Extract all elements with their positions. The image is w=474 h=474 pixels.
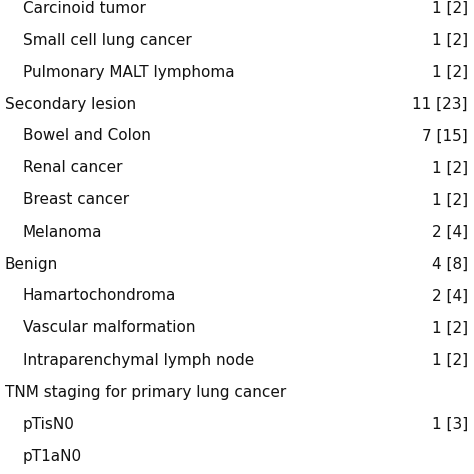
Text: Intraparenchymal lymph node: Intraparenchymal lymph node [23, 353, 254, 367]
Text: Breast cancer: Breast cancer [23, 192, 129, 208]
Text: TNM staging for primary lung cancer: TNM staging for primary lung cancer [5, 384, 286, 400]
Text: 1 [2]: 1 [2] [432, 161, 468, 175]
Text: 2 [4]: 2 [4] [432, 289, 468, 303]
Text: 7 [15]: 7 [15] [422, 128, 468, 144]
Text: pTisN0: pTisN0 [23, 417, 75, 431]
Text: Vascular malformation: Vascular malformation [23, 320, 195, 336]
Text: pT1aN0: pT1aN0 [23, 448, 82, 464]
Text: 1 [3]: 1 [3] [432, 417, 468, 431]
Text: Carcinoid tumor: Carcinoid tumor [23, 0, 146, 16]
Text: 1 [2]: 1 [2] [432, 64, 468, 80]
Text: 1 [2]: 1 [2] [432, 192, 468, 208]
Text: Small cell lung cancer: Small cell lung cancer [23, 33, 192, 47]
Text: Hamartochondroma: Hamartochondroma [23, 289, 176, 303]
Text: Bowel and Colon: Bowel and Colon [23, 128, 151, 144]
Text: 4 [8]: 4 [8] [432, 256, 468, 272]
Text: 1 [2]: 1 [2] [432, 320, 468, 336]
Text: 1 [2]: 1 [2] [432, 33, 468, 47]
Text: 1 [2]: 1 [2] [432, 0, 468, 16]
Text: Secondary lesion: Secondary lesion [5, 97, 136, 111]
Text: Pulmonary MALT lymphoma: Pulmonary MALT lymphoma [23, 64, 235, 80]
Text: Renal cancer: Renal cancer [23, 161, 122, 175]
Text: Benign: Benign [5, 256, 58, 272]
Text: 1 [2]: 1 [2] [432, 353, 468, 367]
Text: Melanoma: Melanoma [23, 225, 102, 239]
Text: 2 [4]: 2 [4] [432, 225, 468, 239]
Text: 11 [23]: 11 [23] [412, 97, 468, 111]
